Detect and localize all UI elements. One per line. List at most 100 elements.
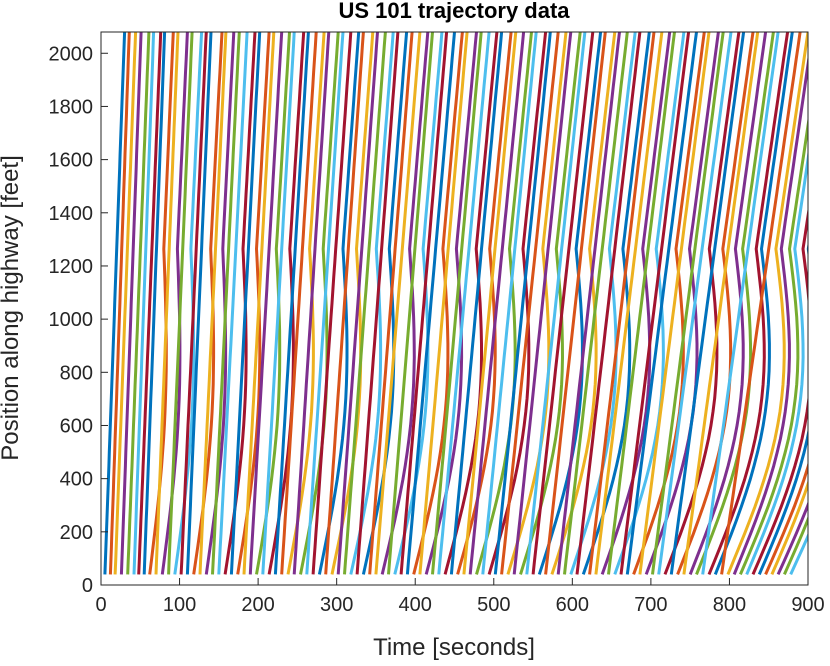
vehicle-trajectory-line bbox=[500, 32, 560, 575]
x-tick-label: 900 bbox=[791, 594, 824, 616]
vehicle-trajectory-line bbox=[349, 32, 395, 575]
vehicle-trajectory-line bbox=[418, 32, 469, 575]
y-tick-label: 1000 bbox=[49, 309, 94, 331]
vehicle-trajectory-line bbox=[619, 32, 691, 575]
vehicle-trajectory-line bbox=[113, 32, 138, 575]
vehicle-trajectory-line bbox=[126, 32, 151, 575]
y-tick-label: 0 bbox=[82, 575, 93, 597]
vehicle-trajectory-line bbox=[506, 32, 568, 575]
vehicle-trajectory-line bbox=[248, 32, 284, 575]
vehicle-trajectory-line bbox=[493, 32, 552, 575]
y-axis-label: Position along highway [feet] bbox=[0, 155, 24, 461]
vehicle-trajectory-line bbox=[607, 32, 676, 575]
vehicle-trajectory-line bbox=[292, 32, 331, 575]
vehicle-trajectory-line bbox=[229, 32, 262, 575]
vehicle-trajectory-line bbox=[399, 32, 449, 575]
y-tick-label: 800 bbox=[60, 362, 93, 384]
vehicle-trajectory-line bbox=[676, 32, 755, 575]
vehicle-trajectory-line bbox=[556, 32, 621, 575]
x-tick-label: 800 bbox=[713, 594, 746, 616]
x-tick-label: 600 bbox=[556, 594, 589, 616]
plot-frame bbox=[100, 31, 809, 586]
x-axis-ticks: 0 100 200 300 400 500 600 700 800 900 bbox=[95, 578, 825, 616]
vehicle-trajectory-line bbox=[764, 461, 808, 576]
vehicle-trajectory-line bbox=[588, 32, 656, 575]
vehicle-trajectory-line bbox=[280, 32, 318, 575]
vehicle-trajectory-line bbox=[217, 32, 249, 575]
vehicle-trajectory-line bbox=[154, 32, 180, 575]
vehicle-trajectory-line bbox=[657, 32, 733, 575]
vehicle-trajectory-line bbox=[108, 32, 131, 575]
vehicle-trajectory-line bbox=[355, 32, 400, 575]
vehicle-trajectory-line bbox=[544, 32, 607, 575]
vehicle-trajectory-line bbox=[669, 32, 746, 575]
vehicle-trajectory-line bbox=[757, 241, 808, 575]
vehicle-trajectory-line bbox=[726, 32, 808, 575]
vehicle-trajectory-line bbox=[137, 32, 163, 575]
vehicle-trajectory-line bbox=[311, 32, 353, 575]
y-tick-label: 1200 bbox=[49, 256, 94, 278]
vehicle-trajectory-line bbox=[179, 32, 208, 575]
vehicle-trajectory-line bbox=[720, 32, 802, 575]
x-tick-label: 200 bbox=[241, 594, 274, 616]
vehicle-trajectory-line bbox=[185, 32, 213, 575]
vehicle-trajectory-line bbox=[142, 32, 167, 575]
vehicle-trajectory-line bbox=[732, 54, 808, 575]
y-tick-label: 1800 bbox=[49, 96, 94, 118]
vehicle-trajectory-line bbox=[468, 32, 526, 575]
vehicle-trajectory-line bbox=[273, 32, 310, 575]
vehicle-trajectory-line bbox=[638, 32, 711, 575]
vehicle-trajectory-line bbox=[330, 32, 375, 575]
vehicle-trajectory-line bbox=[405, 32, 456, 575]
y-tick-label: 1600 bbox=[49, 150, 94, 172]
vehicle-trajectory-line bbox=[713, 32, 794, 575]
y-tick-label: 1400 bbox=[49, 203, 94, 225]
vehicle-trajectory-line bbox=[701, 32, 780, 575]
x-tick-label: 0 bbox=[95, 594, 106, 616]
vehicle-trajectory-line bbox=[600, 32, 672, 575]
vehicle-trajectory-line bbox=[443, 32, 499, 575]
vehicle-trajectory-line bbox=[387, 32, 434, 575]
vehicle-trajectory-line bbox=[242, 32, 276, 575]
vehicle-trajectory-line bbox=[431, 32, 483, 575]
x-axis-label: Time [seconds] bbox=[373, 634, 535, 661]
vehicle-trajectory-line bbox=[739, 115, 808, 575]
vehicle-trajectory-line bbox=[132, 32, 156, 575]
vehicle-trajectory-line bbox=[261, 32, 296, 575]
vehicle-trajectory-line bbox=[198, 32, 228, 575]
vehicle-trajectory-line bbox=[393, 32, 444, 575]
vehicle-trajectory-line bbox=[437, 32, 491, 575]
vehicle-trajectory-line bbox=[462, 32, 518, 575]
vehicle-trajectory-line bbox=[531, 32, 595, 575]
vehicle-trajectory-line bbox=[103, 32, 127, 575]
vehicle-trajectory-line bbox=[594, 32, 664, 575]
vehicle-trajectory-line bbox=[751, 206, 808, 575]
x-tick-label: 400 bbox=[399, 594, 432, 616]
y-tick-label: 600 bbox=[60, 415, 93, 437]
vehicle-trajectory-line bbox=[167, 32, 194, 575]
y-tick-label: 2000 bbox=[49, 43, 94, 65]
chart-title: US 101 trajectory data bbox=[338, 0, 570, 23]
vehicle-trajectory-line bbox=[625, 32, 698, 575]
trajectory-lines bbox=[103, 32, 808, 576]
vehicle-trajectory-line bbox=[324, 32, 365, 575]
vehicle-trajectory-line bbox=[204, 32, 236, 575]
x-tick-label: 300 bbox=[320, 594, 353, 616]
vehicle-trajectory-line bbox=[119, 32, 143, 575]
x-tick-label: 700 bbox=[634, 594, 667, 616]
vehicle-trajectory-line bbox=[255, 32, 291, 575]
vehicle-trajectory-line bbox=[487, 32, 548, 575]
y-tick-label: 200 bbox=[60, 522, 93, 544]
vehicle-trajectory-line bbox=[575, 32, 642, 575]
vehicle-trajectory-line bbox=[475, 32, 533, 575]
vehicle-trajectory-line bbox=[651, 32, 725, 575]
vehicle-trajectory-line bbox=[695, 32, 775, 575]
vehicle-trajectory-line bbox=[682, 32, 760, 575]
vehicle-trajectory-line bbox=[336, 32, 379, 575]
vehicle-trajectory-line bbox=[380, 32, 430, 575]
vehicle-trajectory-line bbox=[569, 32, 637, 575]
vehicle-trajectory-line bbox=[305, 32, 345, 575]
vehicle-trajectory-line bbox=[211, 32, 241, 575]
vehicle-trajectory-line bbox=[368, 32, 414, 575]
